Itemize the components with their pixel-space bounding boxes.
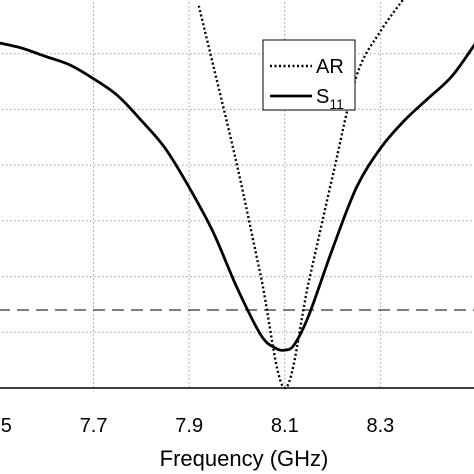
grid (0, 0, 474, 388)
series-s11-line (0, 41, 474, 352)
legend-label-s11-subscript: 11 (329, 96, 344, 112)
x-tick-label: 7.9 (175, 415, 203, 437)
x-axis-ticks: 7.5 7.7 7.9 8.1 8.3 (0, 415, 394, 437)
plot-frame (0, 387, 474, 389)
legend-box (262, 39, 356, 111)
legend-label-s11-main: S (316, 86, 329, 108)
series-layer (0, 0, 474, 390)
x-axis-label: Frequency (GHz) (160, 446, 329, 471)
legend: AR S11 (262, 39, 356, 112)
legend-label-ar: AR (316, 56, 344, 78)
x-tick-label: 8.3 (366, 415, 394, 437)
legend-label-s11: S11 (316, 86, 344, 112)
x-tick-label: 7.7 (80, 415, 108, 437)
x-tick-label: 8.1 (271, 415, 299, 437)
x-tick-label: 7.5 (0, 415, 12, 437)
